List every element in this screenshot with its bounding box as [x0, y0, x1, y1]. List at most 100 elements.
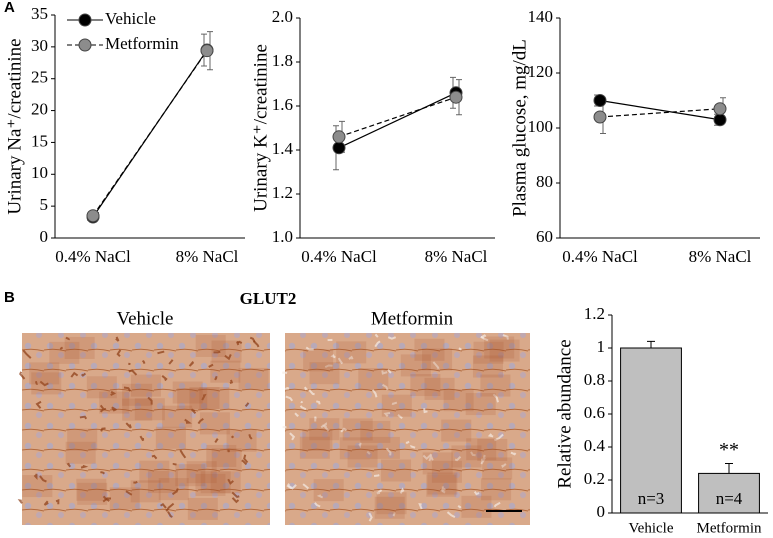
texture-tint	[342, 418, 373, 441]
texture-streak	[366, 450, 371, 455]
texture-tint	[472, 355, 503, 378]
texture-streak	[111, 406, 117, 412]
y-tick-label: 0	[597, 502, 606, 521]
texture-tint	[347, 445, 378, 468]
error-bar	[725, 463, 733, 474]
texture-streak	[248, 434, 253, 440]
texture-tint	[186, 461, 217, 484]
texture-streak	[320, 422, 328, 429]
texture-tint	[466, 438, 497, 461]
texture-streak	[422, 453, 433, 461]
y-tick-label: 100	[528, 117, 554, 136]
texture-tint	[313, 479, 344, 502]
x-tick-label: 8% NaCl	[176, 247, 239, 266]
texture-streak	[59, 346, 64, 350]
y-tick-label: 15	[31, 131, 48, 150]
texture-tint	[175, 464, 206, 487]
marker	[593, 94, 607, 107]
texture-tint	[358, 368, 389, 391]
texture-streak	[382, 383, 389, 391]
texture-streak	[432, 361, 440, 370]
texture-streak	[230, 435, 235, 439]
texture-tint	[441, 419, 472, 442]
texture-streak	[316, 494, 324, 499]
texture-streak	[139, 435, 145, 442]
texture-streak	[348, 355, 354, 360]
texture-tint	[64, 336, 95, 359]
texture-streak	[161, 375, 168, 382]
texture-streak	[321, 424, 330, 432]
y-tick-label: 140	[528, 7, 554, 26]
texture-streak	[387, 369, 392, 374]
texture-streak	[305, 346, 314, 351]
y-tick-label: 120	[528, 62, 554, 81]
y-axis-label: Urinary Na⁺/creatinine	[4, 38, 25, 214]
texture-streak	[22, 349, 32, 359]
x-tick-label: Vehicle	[629, 520, 674, 536]
texture-streak	[340, 427, 347, 433]
texture-streak	[492, 393, 499, 403]
texture-streak	[231, 497, 240, 504]
texture-streak	[418, 503, 423, 510]
y-tick-label: 5	[40, 195, 49, 214]
texture-tint	[31, 372, 62, 395]
texture-streak	[374, 340, 381, 348]
x-tick-label: 0.4% NaCl	[55, 247, 131, 266]
texture-streak	[179, 449, 187, 459]
texture-streak	[100, 471, 105, 475]
texture-tint	[211, 340, 242, 363]
texture-tint	[461, 495, 492, 518]
texture-tint	[177, 388, 208, 411]
texture-streak	[19, 371, 26, 380]
texture-streak	[213, 350, 221, 354]
texture-streak	[43, 500, 49, 506]
texture-streak	[358, 442, 362, 449]
texture-tint	[29, 362, 60, 385]
texture-streak	[308, 389, 315, 396]
y-axis-label: Relative abundance	[554, 339, 575, 488]
texture-streak	[458, 347, 462, 351]
marker	[332, 141, 346, 155]
y-tick-label: 1.6	[272, 95, 293, 114]
texture-streak	[66, 462, 72, 468]
texture-streak	[303, 386, 308, 391]
texture-streak	[502, 334, 509, 340]
texture-streak	[165, 502, 175, 512]
series-line	[92, 50, 208, 217]
texture-tint	[339, 437, 370, 460]
texture-streak	[493, 501, 501, 508]
marker	[713, 113, 727, 127]
texture-streak	[397, 413, 403, 419]
texture-tint	[155, 426, 186, 449]
bar	[620, 347, 682, 514]
x-tick-label: 0.4% NaCl	[562, 247, 638, 266]
x-tick-label: 8% NaCl	[425, 247, 488, 266]
marker	[332, 130, 346, 144]
texture-tint	[77, 482, 108, 505]
legend-marker	[78, 13, 92, 27]
texture-tint	[130, 480, 161, 503]
marker	[449, 90, 463, 104]
texture-tint	[427, 472, 458, 495]
texture-streak	[287, 484, 297, 490]
y-tick-label: 80	[536, 172, 553, 191]
texture-tint	[374, 496, 405, 519]
texture-tint	[162, 405, 193, 428]
y-tick-label: 0.4	[584, 436, 606, 455]
y-tick-label: 10	[31, 163, 48, 182]
texture-streak	[285, 395, 294, 402]
series-line	[599, 99, 721, 121]
texture-tint	[76, 478, 107, 501]
marker	[200, 44, 214, 58]
texture-tint	[189, 387, 220, 410]
texture-tint	[195, 473, 226, 496]
texture-tint	[122, 383, 153, 406]
texture-streak	[184, 418, 192, 424]
texture-streak	[147, 396, 153, 405]
texture-tint	[381, 394, 412, 417]
texture-tint	[309, 418, 340, 441]
texture-streak	[371, 389, 378, 398]
texture-tint	[211, 448, 242, 471]
texture-tint	[210, 471, 241, 494]
texture-streak	[227, 449, 230, 453]
